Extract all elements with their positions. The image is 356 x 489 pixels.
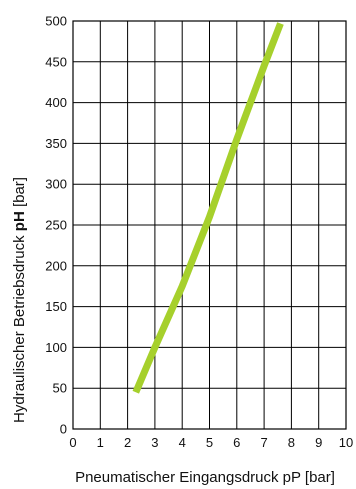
x-tick-label: 1 <box>97 435 104 450</box>
x-axis-title: Pneumatischer Eingangsdruck pP [bar] <box>75 469 335 486</box>
y-axis-title-suffix: [bar] <box>11 177 28 211</box>
y-tick-label: 350 <box>45 136 67 151</box>
plot-frame <box>72 20 347 430</box>
x-tick-label: 0 <box>69 435 76 450</box>
x-tick-label: 10 <box>339 435 353 450</box>
y-tick-label: 50 <box>53 381 67 396</box>
x-tick-label: 2 <box>124 435 131 450</box>
y-axis-title: Hydraulischer Betriebsdruck pH [bar] <box>11 177 28 423</box>
y-tick-label: 500 <box>45 14 67 29</box>
x-tick-label: 8 <box>288 435 295 450</box>
y-tick-labels: 0 50 100 150 200 250 300 350 400 450 500 <box>45 14 67 437</box>
y-tick-label: 400 <box>45 95 67 110</box>
x-tick-label: 9 <box>315 435 322 450</box>
y-tick-label: 250 <box>45 218 67 233</box>
x-tick-label: 4 <box>179 435 186 450</box>
x-tick-label: 5 <box>206 435 213 450</box>
y-tick-label: 200 <box>45 258 67 273</box>
x-tick-label: 7 <box>260 435 267 450</box>
x-tick-labels: 0 1 2 3 4 5 6 7 8 9 10 <box>69 435 353 450</box>
series-layer <box>132 22 284 394</box>
y-tick-label: 150 <box>45 299 67 314</box>
y-tick-label: 0 <box>60 422 67 437</box>
y-tick-label: 100 <box>45 340 67 355</box>
x-tick-label: 6 <box>233 435 240 450</box>
x-tick-label: 3 <box>151 435 158 450</box>
y-tick-label: 300 <box>45 177 67 192</box>
y-axis-title-prefix: Hydraulischer Betriebsdruck <box>11 231 28 423</box>
y-tick-label: 450 <box>45 54 67 69</box>
y-axis-title-symbol: pH <box>11 211 28 231</box>
series-line <box>132 22 284 394</box>
